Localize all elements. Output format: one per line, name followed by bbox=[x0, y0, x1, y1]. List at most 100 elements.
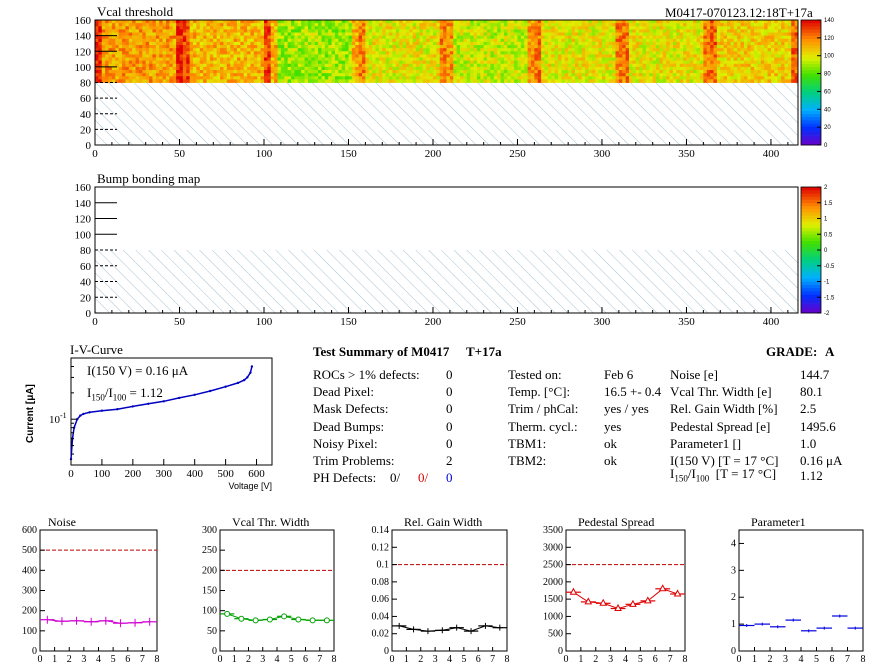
heatmap-cell bbox=[405, 57, 410, 62]
data-point bbox=[658, 584, 667, 592]
colorbar-segment bbox=[801, 20, 821, 24]
heatmap-cell bbox=[618, 57, 623, 62]
heatmap-cell bbox=[138, 29, 143, 33]
heatmap-cell bbox=[794, 76, 799, 80]
heatmap-cell bbox=[598, 38, 603, 43]
heatmap-cell bbox=[115, 45, 120, 49]
heatmap-cell bbox=[432, 23, 437, 27]
heatmap-cell bbox=[480, 35, 485, 40]
heatmap-cell bbox=[696, 45, 701, 49]
heatmap-cell bbox=[230, 66, 234, 71]
heatmap-cell bbox=[416, 35, 420, 40]
heatmap-cell bbox=[409, 57, 414, 62]
colorbar-segment bbox=[801, 246, 821, 251]
heatmap-cell bbox=[230, 54, 234, 58]
heatmap-cell bbox=[781, 32, 785, 37]
heatmap-cell bbox=[260, 48, 265, 52]
data-point bbox=[569, 587, 578, 595]
heatmap-cell bbox=[639, 45, 643, 49]
heatmap-cell bbox=[767, 38, 772, 43]
heatmap-cell bbox=[757, 73, 762, 77]
heatmap-cell bbox=[297, 70, 302, 74]
heatmap-cell bbox=[186, 45, 191, 49]
heatmap-cell bbox=[784, 57, 789, 62]
heatmap-cell bbox=[463, 20, 468, 24]
heatmap-cell bbox=[699, 76, 704, 80]
heatmap-cell bbox=[598, 20, 603, 24]
heatmap-cell bbox=[348, 29, 353, 33]
heatmap-cell bbox=[419, 70, 424, 74]
heatmap-cell bbox=[635, 41, 640, 46]
heatmap-cell bbox=[723, 29, 728, 33]
heatmap-cell bbox=[250, 63, 255, 68]
heatmap-cell bbox=[128, 63, 133, 68]
heatmap-cell bbox=[791, 35, 796, 40]
heatmap-cell bbox=[656, 79, 660, 83]
heatmap-cell bbox=[659, 63, 664, 68]
heatmap-cell bbox=[723, 45, 728, 49]
heatmap-cell bbox=[517, 51, 522, 55]
heatmap-cell bbox=[473, 38, 478, 43]
heatmap-cell bbox=[642, 23, 647, 27]
heatmap-cell bbox=[378, 20, 383, 24]
heatmap-cell bbox=[490, 57, 495, 62]
heatmap-cell bbox=[466, 38, 471, 43]
heatmap-cell bbox=[517, 41, 522, 46]
heatmap-cell bbox=[115, 48, 120, 52]
heatmap-cell bbox=[784, 45, 789, 49]
heatmap-cell bbox=[615, 70, 620, 74]
heatmap-cell bbox=[105, 45, 109, 49]
heatmap-cell bbox=[260, 57, 265, 62]
heatmap-cell bbox=[774, 32, 779, 37]
heatmap-cell bbox=[341, 60, 346, 65]
heatmap-cell bbox=[693, 54, 698, 58]
heatmap-cell bbox=[142, 20, 147, 24]
heatmap-cell bbox=[466, 26, 471, 30]
heatmap-cell bbox=[122, 70, 126, 74]
heatmap-cell bbox=[777, 76, 782, 80]
heatmap-cell bbox=[558, 29, 562, 33]
heatmap-cell bbox=[297, 57, 302, 62]
heatmap-cell bbox=[750, 29, 755, 33]
heatmap-cell bbox=[301, 63, 305, 68]
heatmap-cell bbox=[713, 66, 718, 71]
heatmap-cell bbox=[487, 66, 491, 71]
plot-frame bbox=[738, 529, 864, 652]
heatmap-cell bbox=[483, 35, 488, 40]
heatmap-cell bbox=[230, 26, 234, 30]
heatmap-cell bbox=[615, 66, 620, 71]
heatmap-cell bbox=[409, 51, 414, 55]
heatmap-cell bbox=[703, 70, 708, 74]
heatmap-cell bbox=[263, 26, 268, 30]
heatmap-cell bbox=[527, 45, 532, 49]
heatmap-cell bbox=[500, 79, 505, 83]
heatmap-cell bbox=[297, 41, 302, 46]
heatmap-cell bbox=[378, 79, 383, 83]
chart-title: Parameter1 bbox=[751, 515, 806, 529]
heatmap-cell bbox=[683, 32, 687, 37]
heatmap-cell bbox=[321, 63, 326, 68]
heatmap-cell bbox=[470, 60, 474, 65]
heatmap-cell bbox=[683, 29, 687, 33]
heatmap-cell bbox=[132, 54, 136, 58]
heatmap-cell bbox=[165, 32, 170, 37]
heatmap-cell bbox=[615, 48, 620, 52]
heatmap-cell bbox=[706, 29, 711, 33]
heatmap-cell bbox=[138, 70, 143, 74]
heatmap-cell bbox=[341, 38, 346, 43]
heatmap-cell bbox=[578, 32, 583, 37]
x-tick-label: 400 bbox=[763, 148, 780, 160]
heatmap-cell bbox=[115, 60, 120, 65]
heatmap-cell bbox=[429, 29, 434, 33]
heatmap-cell bbox=[493, 38, 498, 43]
heatmap-cell bbox=[426, 51, 430, 55]
panel-bump: 0 50 100 150 200 250 300 350 4000204060801001201… bbox=[75, 171, 836, 328]
colorbar-segment bbox=[801, 240, 821, 244]
heatmap-cell bbox=[223, 26, 228, 30]
heatmap-cell bbox=[443, 76, 447, 80]
heatmap-cell bbox=[618, 26, 623, 30]
heatmap-cell bbox=[115, 23, 120, 27]
heatmap-cell bbox=[781, 63, 785, 68]
heatmap-cell bbox=[574, 38, 579, 43]
heatmap-cell bbox=[784, 54, 789, 58]
